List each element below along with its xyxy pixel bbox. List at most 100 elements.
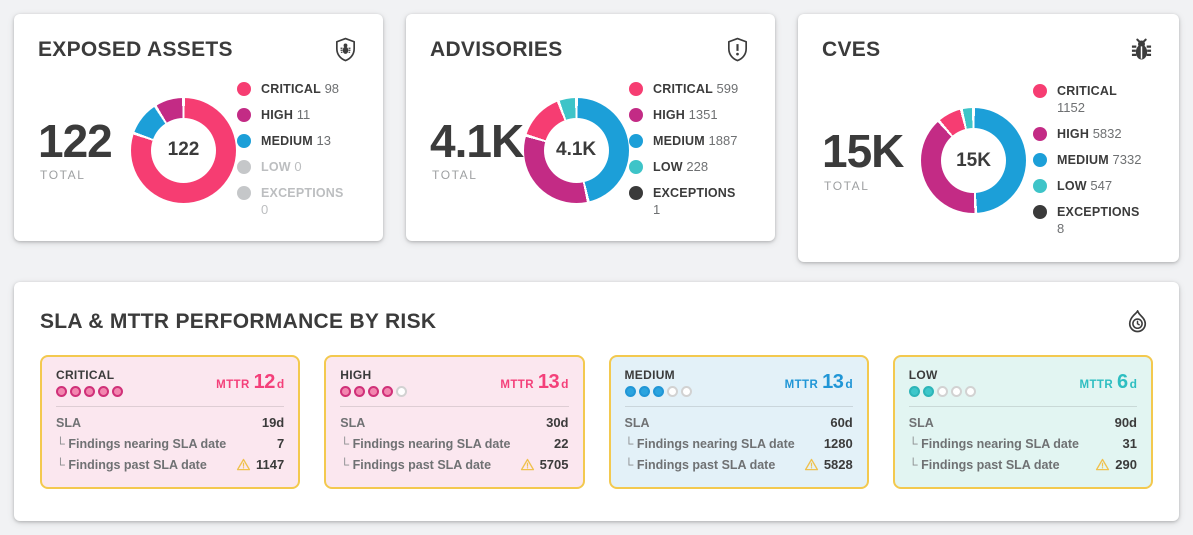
sla-card-title: SLA & MTTR PERFORMANCE BY RISK bbox=[40, 309, 437, 333]
mttr-label: MTTR bbox=[500, 379, 534, 391]
summary-card-body: 122 TOTAL 122 CRITICAL 98 HIGH 11 MEDIUM… bbox=[14, 63, 383, 241]
score-dot bbox=[922, 386, 934, 397]
mttr-value: 6 bbox=[1117, 371, 1128, 393]
sla-value: 90d bbox=[1114, 415, 1137, 430]
warning-icon bbox=[236, 457, 251, 472]
mttr-unit: d bbox=[561, 377, 569, 391]
sla-panel: LOW MTTR 6 d SLA 90d Findings nearing SL… bbox=[892, 355, 1153, 489]
warning-icon bbox=[1095, 457, 1110, 472]
severity-dot bbox=[237, 134, 251, 149]
findings-nearing-label: Findings nearing SLA date bbox=[625, 437, 795, 451]
total-block: 4.1K TOTAL bbox=[430, 117, 524, 183]
findings-nearing-row: Findings nearing SLA date 22 bbox=[340, 433, 569, 454]
mttr-value: 13 bbox=[537, 371, 560, 393]
findings-nearing-label: Findings nearing SLA date bbox=[340, 437, 511, 451]
score-dot bbox=[382, 386, 394, 397]
score-dot bbox=[84, 386, 95, 397]
legend-item[interactable]: MEDIUM 1887 bbox=[628, 133, 751, 150]
score-dot bbox=[908, 386, 920, 397]
sla-row: SLA 60d bbox=[625, 412, 853, 433]
severity-dot bbox=[237, 82, 251, 97]
legend-item[interactable]: EXCEPTIONS 0 bbox=[237, 185, 359, 219]
findings-nearing-value: 22 bbox=[554, 436, 569, 451]
legend-item[interactable]: CRITICAL 98 bbox=[237, 81, 359, 98]
findings-nearing-value: 1280 bbox=[823, 436, 853, 451]
mttr-unit: d bbox=[845, 377, 853, 391]
donut-chart[interactable]: 122 bbox=[131, 97, 236, 203]
legend-item[interactable]: HIGH 1351 bbox=[628, 107, 751, 124]
score-dot bbox=[624, 386, 636, 397]
findings-past-value: 1147 bbox=[256, 457, 285, 472]
sla-rows: SLA 30d Findings nearing SLA date 22 Fin… bbox=[340, 412, 568, 475]
legend-value: 13 bbox=[316, 133, 331, 149]
donut-center-label: 15K bbox=[956, 149, 991, 171]
findings-past-row: Findings past SLA date 290 bbox=[909, 454, 1137, 475]
legend-value: 599 bbox=[716, 81, 739, 97]
severity-score-dots bbox=[624, 386, 692, 397]
severity-dot bbox=[237, 185, 251, 200]
mttr-unit: d bbox=[1129, 377, 1137, 391]
findings-past-value: 5828 bbox=[823, 457, 853, 472]
severity-score-dots bbox=[908, 386, 976, 397]
donut-hole: 4.1K bbox=[543, 117, 609, 183]
shield-bug-icon bbox=[332, 36, 359, 63]
legend-item[interactable]: EXCEPTIONS 1 bbox=[628, 185, 751, 219]
legend: CRITICAL 98 HIGH 11 MEDIUM 13 LOW 0 EXCE… bbox=[237, 81, 359, 218]
legend-item[interactable]: LOW 228 bbox=[628, 159, 751, 176]
legend-label: CRITICAL bbox=[1057, 84, 1117, 99]
findings-nearing-label: Findings nearing SLA date bbox=[56, 437, 226, 451]
summary-cards-row: EXPOSED ASSETS 122 TOTAL 122 CRITICAL 98… bbox=[14, 14, 1179, 262]
sla-rows: SLA 19d Findings nearing SLA date 7 Find… bbox=[56, 412, 284, 475]
mttr-badge: MTTR 6 d bbox=[1079, 371, 1137, 394]
legend-label: LOW bbox=[652, 160, 683, 174]
findings-nearing-row: Findings nearing SLA date 1280 bbox=[625, 433, 853, 454]
legend-item[interactable]: CRITICAL 1152 bbox=[1033, 83, 1155, 117]
legend-item[interactable]: HIGH 11 bbox=[237, 107, 359, 124]
sla-panel-header: CRITICAL MTTR 12 d bbox=[56, 368, 284, 397]
donut-chart[interactable]: 4.1K bbox=[523, 97, 629, 203]
score-dot bbox=[70, 386, 81, 397]
legend-item[interactable]: CRITICAL 599 bbox=[628, 81, 751, 98]
score-dot bbox=[396, 386, 408, 397]
legend-label: MEDIUM bbox=[652, 134, 705, 149]
severity-label: MEDIUM bbox=[624, 368, 675, 382]
legend-label: EXCEPTIONS bbox=[652, 185, 736, 200]
legend-item[interactable]: LOW 0 bbox=[237, 159, 359, 176]
legend-label: HIGH bbox=[652, 108, 686, 123]
severity-label: CRITICAL bbox=[56, 368, 115, 382]
total-value: 15K bbox=[822, 125, 904, 178]
severity-dot bbox=[1033, 127, 1047, 142]
score-dot bbox=[56, 386, 67, 397]
legend-item[interactable]: MEDIUM 13 bbox=[237, 133, 359, 150]
legend-value: 98 bbox=[324, 81, 340, 97]
findings-nearing-row: Findings nearing SLA date 7 bbox=[56, 433, 284, 454]
legend-value: 11 bbox=[296, 107, 311, 123]
sla-panel: MEDIUM MTTR 13 d SLA 60d Findings nearin… bbox=[608, 355, 869, 489]
total-value: 122 bbox=[38, 114, 113, 167]
warning-icon bbox=[520, 457, 535, 472]
score-dot bbox=[652, 386, 664, 397]
legend-item[interactable]: LOW 547 bbox=[1033, 178, 1155, 195]
donut-chart[interactable]: 15K bbox=[921, 108, 1026, 213]
sla-label: SLA bbox=[56, 415, 81, 430]
legend-label: LOW bbox=[1057, 178, 1087, 193]
summary-card-title: EXPOSED ASSETS bbox=[38, 37, 233, 61]
severity-dot bbox=[628, 134, 643, 149]
severity-dot bbox=[628, 160, 643, 174]
legend-item[interactable]: MEDIUM 7332 bbox=[1033, 152, 1155, 169]
severity-dot bbox=[628, 185, 643, 200]
score-dot bbox=[98, 386, 109, 397]
summary-card-title: ADVISORIES bbox=[430, 37, 563, 61]
legend-item[interactable]: EXCEPTIONS 8 bbox=[1033, 204, 1155, 238]
severity-dot bbox=[628, 82, 643, 97]
sla-card-header: SLA & MTTR PERFORMANCE BY RISK bbox=[14, 282, 1179, 351]
panel-divider bbox=[908, 406, 1137, 407]
legend-value: 547 bbox=[1090, 177, 1113, 193]
severity-dot bbox=[237, 108, 251, 123]
findings-nearing-value: 7 bbox=[277, 436, 285, 451]
sla-panel-header: MEDIUM MTTR 13 d bbox=[624, 368, 853, 397]
legend-item[interactable]: HIGH 5832 bbox=[1033, 126, 1155, 143]
panel-divider bbox=[624, 406, 853, 407]
score-dot bbox=[680, 386, 692, 397]
legend-label: MEDIUM bbox=[1057, 153, 1109, 168]
